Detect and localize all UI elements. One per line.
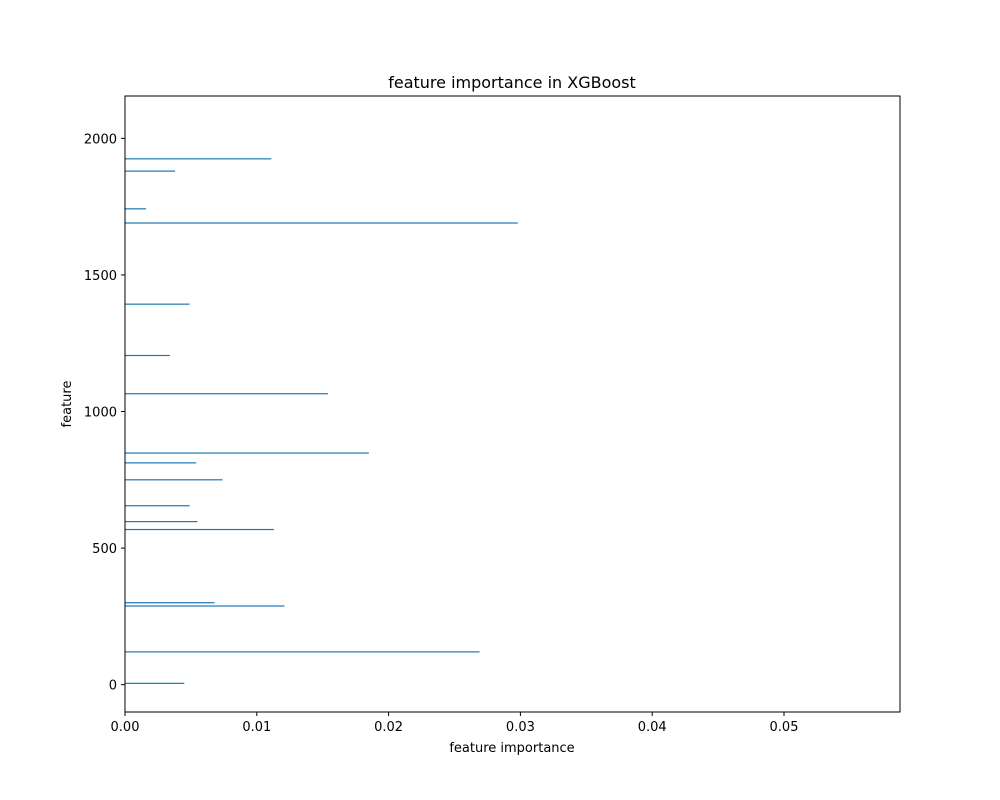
bar-feature-750 [125, 479, 223, 481]
bar-feature-1065 [125, 393, 328, 395]
y-tick-label: 2000 [84, 132, 117, 147]
y-tick-label: 500 [92, 542, 117, 557]
bar-feature-1205 [125, 354, 170, 357]
bar-feature-597 [125, 521, 198, 523]
chart-title: feature importance in XGBoost [388, 73, 636, 92]
bar-feature-655 [125, 505, 190, 507]
bar-feature-300 [125, 602, 215, 604]
bar-feature-1393 [125, 303, 190, 305]
y-axis-label: feature [60, 381, 75, 428]
bar-feature-848 [125, 452, 369, 454]
y-axis-ticks: 0 500 1000 1500 2000 [84, 132, 125, 694]
bar-feature-812 [125, 462, 197, 464]
y-tick-label: 1000 [84, 406, 117, 421]
x-tick-label: 0.05 [770, 720, 799, 735]
x-tick-label: 0.02 [374, 720, 403, 735]
x-axis-label: feature importance [449, 741, 574, 756]
bar-feature-1690 [125, 222, 518, 224]
bar-feature-5 [125, 682, 185, 684]
x-tick-label: 0.03 [506, 720, 535, 735]
y-tick-label: 0 [109, 679, 117, 694]
x-tick-label: 0.00 [111, 720, 140, 735]
bar-feature-120 [125, 651, 480, 653]
bar-feature-1742 [125, 208, 147, 210]
bar-feature-1925 [125, 158, 272, 160]
bar-feature-568 [125, 528, 274, 531]
x-tick-label: 0.01 [242, 720, 271, 735]
y-tick-label: 1500 [84, 269, 117, 284]
axes-frame [124, 95, 901, 713]
bars-layer [125, 158, 518, 684]
x-axis-ticks: 0.00 0.01 0.02 0.03 0.04 0.05 [111, 712, 799, 735]
x-tick-label: 0.04 [638, 720, 667, 735]
bar-feature-288 [125, 605, 285, 607]
bar-feature-1880 [125, 170, 176, 172]
